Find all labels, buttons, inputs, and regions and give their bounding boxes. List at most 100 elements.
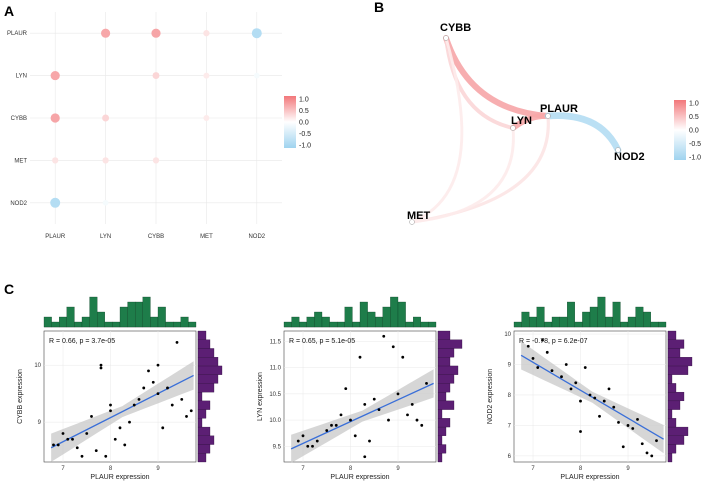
scatter-nod2-point <box>560 375 563 379</box>
scatter-lyn-hist-right-bar <box>437 339 463 349</box>
scatter-nod2-xtick: 8 <box>579 466 583 472</box>
scatter-nod2-hist-top-bar <box>650 321 659 328</box>
scatter-lyn-hist-right-bar <box>437 426 447 436</box>
scatter-cybb-hist-right-bar <box>197 357 219 367</box>
correlation-dot-heatmap: PLAUR LYN CYBB MET NOD2 PLAUR LYN CYBB MET NOD2 1.… <box>7 12 311 240</box>
scatter-nod2-point <box>569 387 573 391</box>
scatter-lyn-point <box>306 444 310 448</box>
scatter-lyn-hist-top-bar <box>344 306 353 328</box>
heatmap-dot <box>52 157 59 164</box>
heatmap-dot <box>102 114 110 122</box>
scatter-nod2-hist-right-bar <box>667 453 673 463</box>
scatter-lyn-point <box>382 334 386 338</box>
scatter-nod2-point <box>531 357 535 360</box>
scatter-lyn-point <box>353 434 357 438</box>
scatter-lyn-point <box>363 402 367 406</box>
scatter-cybb-point <box>66 437 70 441</box>
scatter-nod2-point <box>602 399 606 403</box>
scatter-lyn-ylabel: LYN expression <box>257 372 264 421</box>
scatter-cybb-hist-top-bar <box>127 301 136 328</box>
scatter-nod2-point <box>655 439 658 443</box>
scatter-cybb-annotation: R = 0.66, p = 3.7e-05 <box>49 338 115 345</box>
scatter-cybb-point <box>118 426 122 430</box>
scatter-cybb-hist-top-bar <box>142 296 151 328</box>
scatter-lyn-point <box>339 413 343 417</box>
heatmap-col-label: LYN <box>100 234 111 240</box>
scatter-lyn-point <box>372 397 376 401</box>
scatter-lyn-hist-top-bar <box>382 306 391 328</box>
scatter-cybb-point <box>170 403 174 407</box>
heatmap-dot <box>102 199 109 206</box>
scatter-cybb-point <box>104 454 108 458</box>
scatter-nod2-hist-top-bar <box>612 301 621 328</box>
scatter-nod2-point <box>650 454 654 458</box>
scatter-lyn-point <box>363 455 367 459</box>
scatter-cybb-hist-top-bar <box>180 316 189 328</box>
scatter-nod2-ytick: 10 <box>504 332 511 338</box>
scatter-lyn-hist-right-bar <box>437 435 443 445</box>
scatter-lyn-point <box>296 439 300 443</box>
scatter-lyn-hist-right-bar <box>437 383 451 393</box>
scatter-lyn-hist-top-bar <box>306 316 315 328</box>
heatmap-dot <box>101 28 111 38</box>
scatter-nod2-hist-top-bar <box>521 311 530 328</box>
scatter-lyn-hist-right-bar <box>437 365 459 375</box>
heatmap-dot <box>203 115 210 121</box>
network-node <box>443 35 449 41</box>
scatter-cybb-hist-right-bar <box>197 383 215 393</box>
scatter-cybb-hist-top-bar <box>150 316 159 328</box>
scatter-cybb-hist-right-bar <box>197 348 215 358</box>
scatter-nod2-hist-right-bar <box>667 339 685 349</box>
scatter-nod2-hist-right-bar <box>667 383 677 393</box>
heatmap-dot <box>251 28 262 39</box>
scatter-nod2-point <box>579 399 582 403</box>
scatter-lyn-hist-top-bar <box>291 316 300 328</box>
panel-label-c: C <box>4 281 14 297</box>
scatter-lyn-hist-top-bar <box>329 321 338 328</box>
scatter-cybb-point <box>161 426 165 430</box>
scatter-lyn-hist-top-bar <box>314 311 323 328</box>
scatter-lyn-point <box>349 418 352 422</box>
scatter-cybb-point <box>137 397 141 401</box>
scatter-lyn-hist-top-bar <box>283 321 292 328</box>
scatter-nod2-hist-right-bar <box>667 391 685 402</box>
scatter-lyn-xlabel: PLAUR expression <box>330 474 389 481</box>
scatter-lyn-hist-right-bar <box>437 409 443 419</box>
scatter-lyn-fit-line <box>290 382 434 450</box>
scatter-cybb-point <box>56 443 60 447</box>
scatter-cybb-ylabel: CYBB expression <box>17 369 24 424</box>
scatter-cybb-hist-right-bar <box>197 409 207 419</box>
scatter-lyn-hist-right-bar <box>437 330 451 340</box>
scatter-cybb-point <box>99 366 103 370</box>
scatter-lyn-hist-right-bar <box>437 453 443 463</box>
scatter-cybb-hist-top-bar <box>51 321 60 328</box>
scatter-nod2-ytick: 6 <box>508 454 512 460</box>
scatter-cybb-point <box>85 432 89 435</box>
scatter-cybb-xtick: 8 <box>109 466 113 472</box>
correlation-network: CYBB LYN PLAUR NOD2 MET 1.0 0.5 0.0 -0.5 -1.0 <box>407 22 701 225</box>
heatmap-dot <box>50 113 60 123</box>
scatter-cybb-hist-right-bar <box>197 418 203 428</box>
scatter-nod2-hist-top-bar <box>559 316 568 328</box>
scatter-cybb-hist-top-bar <box>173 321 181 328</box>
scatter-cybb-point <box>180 397 184 401</box>
scatter-nod2-ylabel: NOD2 expression <box>487 369 494 424</box>
heatmap-dot <box>203 72 210 79</box>
heatmap-row-label: PLAUR <box>7 31 28 37</box>
heatmap-colorbar-tick: -0.5 <box>299 131 311 138</box>
scatter-lyn-hist-top-bar <box>390 296 399 328</box>
scatter-lyn-point <box>334 423 338 427</box>
scatter-cybb-point <box>80 454 84 458</box>
heatmap-colorbar-tick: 1.0 <box>299 97 309 104</box>
network-edge <box>443 35 551 119</box>
scatter-cybb-hist-top-bar <box>157 306 166 328</box>
network-edge <box>544 112 622 154</box>
scatter-cybb-hist-top-bar <box>43 316 52 328</box>
scatter-nod2-hist-top-bar <box>529 316 537 328</box>
scatter-nod2-xtick: 9 <box>626 466 630 472</box>
heatmap-dot <box>50 197 61 208</box>
network-node <box>409 219 415 225</box>
network-node-label: MET <box>407 210 431 222</box>
scatter-nod2-point <box>607 387 611 391</box>
heatmap-col-label: NOD2 <box>248 234 265 240</box>
